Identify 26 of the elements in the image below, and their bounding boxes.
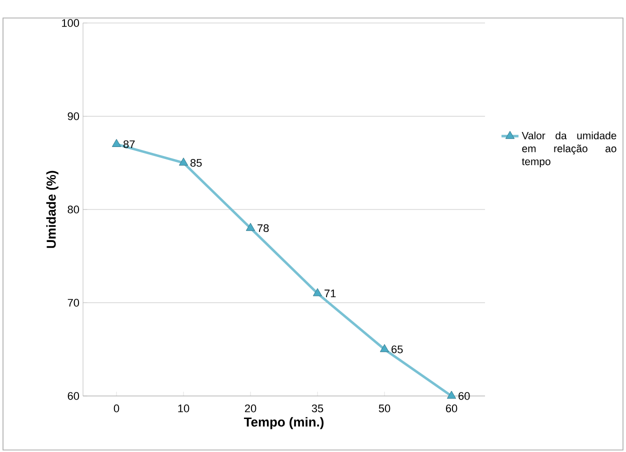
y-tick-label: 70 [68,298,80,307]
y-tick-label: 80 [68,206,80,214]
x-tick-label: 20 [244,404,256,412]
x-tick-label: 60 [446,404,458,412]
data-label: 85 [190,158,202,167]
x-axis-title: Tempo (min.) [244,417,324,430]
x-tick-label: 50 [378,404,390,412]
y-axis-title: Umidade (%) [46,170,58,248]
point [446,390,456,399]
data-label: 78 [258,224,269,232]
point [312,288,322,296]
data-label: 60 [458,392,470,400]
legend-label: Valor da umidade em relação ao tempo [522,132,616,168]
data-label: 87 [123,140,135,148]
data-label: 71 [324,290,336,298]
x-tick-label: 0 [114,404,120,412]
y-tick-label: 100 [62,19,80,27]
point [380,344,390,352]
point [246,222,256,231]
data-label: 65 [392,345,403,354]
point [112,138,122,147]
y-tick-label: 60 [68,392,80,400]
x-tick-label: 10 [178,404,190,412]
x-tick-label: 35 [312,404,324,412]
y-tick-label: 90 [68,112,80,120]
point [178,158,188,166]
